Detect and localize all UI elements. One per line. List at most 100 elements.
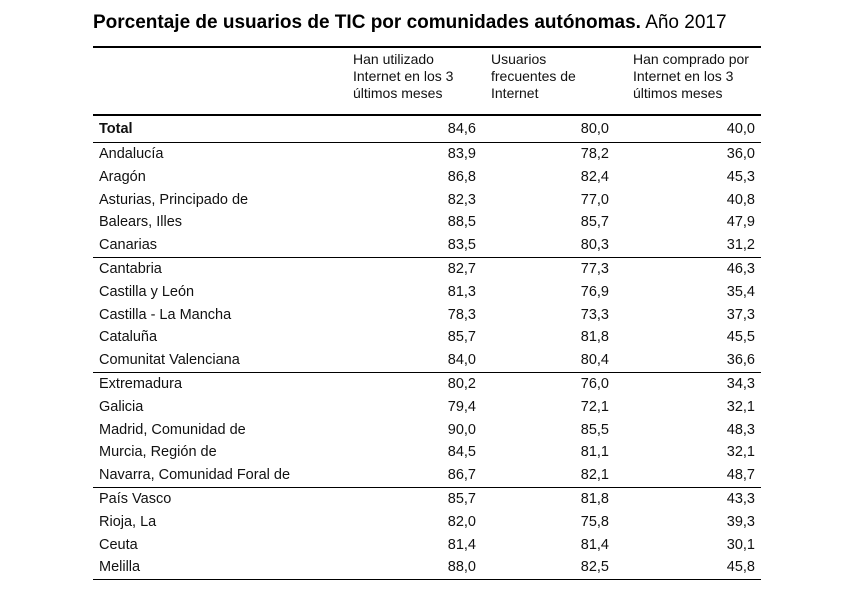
cell-value: 86,8 xyxy=(447,168,476,185)
cell-value: 82,7 xyxy=(447,260,476,277)
cell-value: 82,5 xyxy=(580,559,609,576)
group-rule xyxy=(93,142,761,143)
cell-value: 88,0 xyxy=(447,559,476,576)
header-rule xyxy=(93,114,761,116)
table-row: Extremadura 80,2 76,0 34,3 xyxy=(93,373,761,396)
cell-value: 88,5 xyxy=(447,214,476,231)
row-label: Galicia xyxy=(99,398,144,415)
cell-value: 90,0 xyxy=(447,421,476,438)
cell-value: 78,3 xyxy=(447,306,476,323)
row-label: Cantabria xyxy=(99,260,162,277)
cell-value: 32,1 xyxy=(726,444,755,461)
row-label: Rioja, La xyxy=(99,513,157,530)
table-row: Cantabria 82,7 77,3 46,3 xyxy=(93,258,761,281)
row-label: Murcia, Región de xyxy=(99,444,217,461)
cell-value: 80,0 xyxy=(580,121,609,137)
cell-value: 80,3 xyxy=(580,237,609,254)
cell-value: 82,4 xyxy=(580,168,609,185)
cell-value: 36,0 xyxy=(726,146,755,162)
group-rule xyxy=(93,371,761,373)
cell-value: 81,4 xyxy=(447,536,476,553)
row-label: Comunitat Valenciana xyxy=(99,352,240,369)
cell-value: 85,7 xyxy=(447,490,476,507)
table-row: Asturias, Principado de 82,3 77,0 40,8 xyxy=(93,189,761,212)
table-row: Cataluña 85,7 81,8 45,5 xyxy=(93,326,761,349)
row-label: Balears, Illes xyxy=(99,214,183,231)
table-row: Canarias 83,5 80,3 31,2 xyxy=(93,234,761,257)
table-row: Andalucía 83,9 78,2 36,0 xyxy=(93,143,761,166)
row-label: Cataluña xyxy=(99,329,158,346)
cell-value: 81,8 xyxy=(580,329,609,346)
cell-value: 83,5 xyxy=(447,237,476,254)
table-row: Navarra, Comunidad Foral de 86,7 82,1 48,7 xyxy=(93,464,761,487)
table-row: Rioja, La 82,0 75,8 39,3 xyxy=(93,511,761,534)
row-label: Andalucía xyxy=(99,146,164,162)
row-label: Extremadura xyxy=(99,375,183,392)
cell-value: 46,3 xyxy=(726,260,755,277)
table-row: Aragón 86,8 82,4 45,3 xyxy=(93,166,761,189)
row-label: Asturias, Principado de xyxy=(99,191,249,208)
table-row: Galicia 79,4 72,1 32,1 xyxy=(93,396,761,419)
table-row: País Vasco 85,7 81,8 43,3 xyxy=(93,488,761,511)
cell-value: 48,3 xyxy=(726,421,755,438)
title-year: Año 2017 xyxy=(645,12,727,33)
cell-value: 85,7 xyxy=(447,329,476,346)
cell-value: 84,5 xyxy=(447,444,476,461)
cell-value: 78,2 xyxy=(580,146,609,162)
row-label: Castilla - La Mancha xyxy=(99,306,232,323)
cell-value: 40,0 xyxy=(726,121,755,137)
cell-value: 32,1 xyxy=(726,398,755,415)
cell-value: 45,3 xyxy=(726,168,755,185)
cell-value: 75,8 xyxy=(580,513,609,530)
cell-value: 39,3 xyxy=(726,513,755,530)
cell-value: 79,4 xyxy=(447,398,476,415)
row-label: Madrid, Comunidad de xyxy=(99,421,246,438)
table-row: Murcia, Región de 84,5 81,1 32,1 xyxy=(93,441,761,464)
cell-value: 43,3 xyxy=(726,490,755,507)
cell-value: 76,0 xyxy=(580,375,609,392)
column-header-frequent-users: Usuarios frecuentes de Internet xyxy=(491,51,576,101)
page-title: Porcentaje de usuarios de TIC por comuni… xyxy=(93,10,727,36)
group-rule xyxy=(93,579,761,581)
row-label: Total xyxy=(99,121,133,137)
cell-value: 82,0 xyxy=(447,513,476,530)
cell-value: 77,0 xyxy=(580,191,609,208)
table-row: Madrid, Comunidad de 90,0 85,5 48,3 xyxy=(93,419,761,442)
cell-value: 30,1 xyxy=(726,536,755,553)
row-label: Ceuta xyxy=(99,536,138,553)
cell-value: 36,6 xyxy=(726,352,755,369)
column-header-online-buyers: Han comprado por Internet en los 3 últim… xyxy=(633,51,749,101)
cell-value: 73,3 xyxy=(580,306,609,323)
cell-value: 31,2 xyxy=(726,237,755,254)
cell-value: 72,1 xyxy=(580,398,609,415)
row-label: Melilla xyxy=(99,559,141,576)
cell-value: 83,9 xyxy=(447,146,476,162)
row-label: Canarias xyxy=(99,237,158,254)
row-label: Aragón xyxy=(99,168,146,185)
table-row: Melilla 88,0 82,5 45,8 xyxy=(93,556,761,579)
column-header-internet-users: Han utilizado Internet en los 3 últimos … xyxy=(353,51,454,101)
cell-value: 47,9 xyxy=(726,214,755,231)
cell-value: 85,5 xyxy=(580,421,609,438)
cell-value: 86,7 xyxy=(447,467,476,484)
cell-value: 85,7 xyxy=(580,214,609,231)
cell-value: 45,8 xyxy=(726,559,755,576)
group-rule xyxy=(93,256,761,258)
cell-value: 35,4 xyxy=(726,283,755,300)
table-row: Ceuta 81,4 81,4 30,1 xyxy=(93,534,761,557)
cell-value: 76,9 xyxy=(580,283,609,300)
table-row: Castilla - La Mancha 78,3 73,3 37,3 xyxy=(93,304,761,327)
cell-value: 82,1 xyxy=(580,467,609,484)
table-body: Andalucía 83,9 78,2 36,0 Aragón 86,8 82,4 45,3 A… xyxy=(93,143,761,581)
row-label: Navarra, Comunidad Foral de xyxy=(99,467,291,484)
cell-value: 81,1 xyxy=(580,444,609,461)
cell-value: 40,8 xyxy=(726,191,755,208)
table-header: Han utilizado Internet en los 3 últimos … xyxy=(93,46,761,114)
cell-value: 81,4 xyxy=(580,536,609,553)
cell-value: 81,3 xyxy=(447,283,476,300)
cell-value: 48,7 xyxy=(726,467,755,484)
row-label: País Vasco xyxy=(99,490,172,507)
cell-value: 84,6 xyxy=(447,121,476,137)
table-row: Comunitat Valenciana 84,0 80,4 36,6 xyxy=(93,349,761,372)
data-table: Han utilizado Internet en los 3 últimos … xyxy=(93,46,761,581)
